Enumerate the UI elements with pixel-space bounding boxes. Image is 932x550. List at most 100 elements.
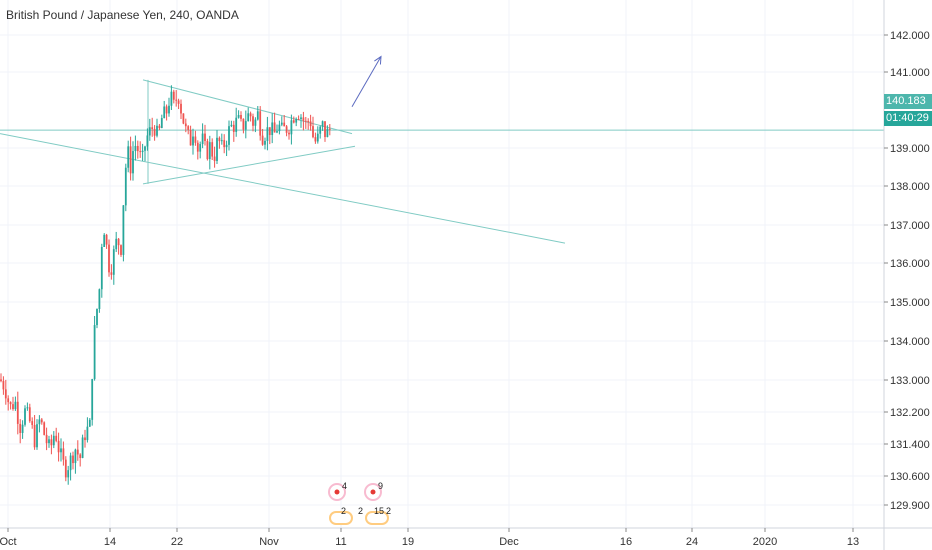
time-tick-label: 11: [335, 536, 346, 548]
price-tick-label: 129.900: [890, 500, 930, 512]
candle-body: [40, 419, 43, 423]
candle-body: [288, 132, 290, 135]
candle-body: [108, 244, 110, 273]
trendline[interactable]: [142, 145, 356, 185]
current-price-label: 140.183: [884, 94, 932, 109]
candle-body: [158, 125, 161, 129]
candle-body: [165, 106, 168, 114]
candle-body: [314, 137, 317, 142]
candle-body: [160, 118, 163, 129]
candle-body: [136, 145, 139, 152]
candle-body: [100, 246, 103, 290]
price-tick-label: 132.200: [890, 407, 930, 419]
event-count: 2: [358, 506, 363, 516]
countdown-label: 01:40:29: [884, 111, 932, 126]
candle-body: [235, 117, 238, 132]
time-tick-label: 19: [402, 536, 414, 548]
event-markers[interactable]: 4 92 2 15 2: [328, 481, 391, 525]
candle-body: [259, 111, 262, 136]
candle-body: [74, 449, 77, 464]
event-count: 9: [378, 481, 383, 491]
time-tick-label: 24: [686, 536, 698, 548]
trendline[interactable]: [142, 79, 353, 135]
candle-body: [242, 118, 245, 130]
candle-body: [110, 272, 113, 275]
candle-body: [225, 144, 228, 148]
projection-arrow[interactable]: [351, 56, 382, 108]
candle-body: [307, 120, 310, 122]
candle-body: [218, 137, 221, 142]
candle-body: [312, 126, 314, 138]
candle-body: [268, 127, 271, 136]
candle-body: [112, 249, 115, 275]
candle-body: [170, 91, 173, 106]
candle-body: [249, 113, 252, 117]
time-tick-label: Dec: [499, 536, 519, 548]
candle-body: [33, 424, 36, 448]
time-axis[interactable]: Oct 14 22 Nov 11 19 Dec 16 24 2020 13: [0, 528, 859, 548]
candle-body: [244, 121, 247, 130]
candle-body: [196, 142, 199, 152]
candle-body: [201, 133, 204, 145]
candle-body: [309, 121, 312, 127]
chart-grid: [0, 0, 884, 528]
candle-body: [24, 408, 26, 425]
candle-body: [96, 308, 98, 326]
candle-body: [326, 128, 329, 138]
candle-body: [79, 454, 82, 458]
candle-body: [50, 439, 53, 446]
candle-body: [48, 439, 50, 444]
candle-body: [156, 125, 158, 136]
candle-body: [124, 167, 127, 206]
candle-body: [0, 379, 2, 382]
candle-body: [146, 135, 149, 147]
candle-body: [43, 422, 46, 435]
candle-body: [256, 111, 259, 120]
price-tick-label: 134.000: [890, 336, 930, 348]
time-tick-label: 13: [847, 536, 859, 548]
event-flag-icon[interactable]: [329, 511, 353, 525]
candle-body: [26, 407, 29, 409]
candle-body: [76, 449, 79, 455]
candle-body: [57, 440, 60, 453]
event-count: 2: [341, 506, 346, 516]
time-tick-label: 14: [104, 536, 116, 548]
candle-body: [223, 140, 226, 148]
candle-body: [163, 106, 166, 119]
candle-body: [19, 423, 22, 433]
event-flag-icon[interactable]: [365, 511, 389, 525]
candle-body: [208, 142, 211, 160]
candle-body: [328, 128, 331, 130]
time-tick-label: 2020: [753, 536, 777, 548]
candle-body: [254, 119, 257, 126]
candle-body: [266, 127, 269, 141]
candle-body: [81, 437, 84, 458]
candle-body: [240, 115, 242, 119]
candle-body: [278, 124, 281, 132]
candle-body: [216, 137, 218, 162]
candle-body: [192, 136, 194, 146]
candle-body: [285, 126, 288, 133]
candle-body: [117, 238, 120, 246]
candle-body: [283, 122, 286, 127]
trendline[interactable]: [0, 133, 566, 244]
price-axis[interactable]: 142.000 141.000 139.000 138.000 137.000 136.0…: [884, 30, 930, 512]
candle-body: [292, 120, 295, 123]
candle-body: [64, 459, 67, 478]
candle-body: [295, 118, 298, 123]
candle-body: [211, 142, 214, 157]
candle-body: [21, 424, 24, 433]
candle-body: [168, 105, 170, 114]
candle-body: [271, 122, 274, 136]
price-tick-label: 139.000: [890, 143, 930, 155]
time-tick-label: Nov: [259, 536, 279, 548]
candle-body: [105, 234, 108, 245]
candle-body: [324, 121, 326, 138]
candle-body: [261, 135, 264, 145]
candle-body: [182, 113, 185, 124]
price-tick-label: 137.000: [890, 220, 930, 232]
time-tick-label: Oct: [0, 536, 17, 548]
candle-body: [228, 126, 230, 145]
candle-body: [220, 140, 223, 142]
